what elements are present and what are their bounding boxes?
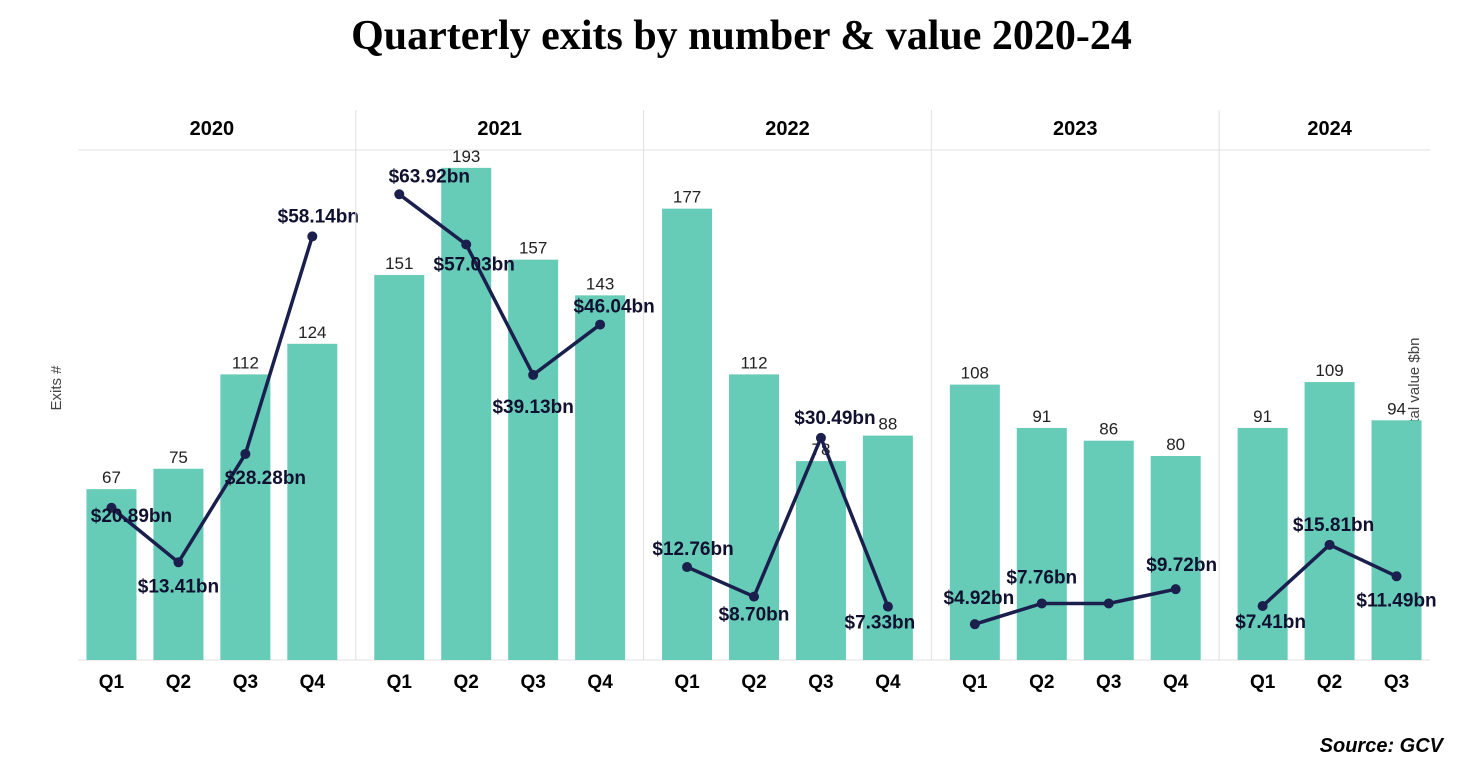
value-label: $20.89bn [91, 506, 172, 527]
value-label: $28.28bn [225, 468, 306, 489]
value-line [687, 438, 888, 607]
value-marker [749, 592, 759, 602]
value-label: $12.76bn [652, 539, 733, 560]
bar-value-label: 67 [102, 468, 121, 487]
bar [374, 275, 424, 660]
year-label: 2023 [1053, 118, 1098, 140]
chart-svg: 2020 67 Q1 75 Q2 112 Q3 124 Q4 $20.89bn $13.41bn $2… [0, 0, 1483, 776]
bar-value-label: 177 [673, 188, 701, 207]
value-marker [1258, 601, 1268, 611]
bar-value-label: 75 [169, 448, 188, 467]
bar-value-label: 112 [232, 353, 259, 372]
quarter-label: Q4 [587, 672, 613, 693]
year-label: 2022 [765, 118, 810, 140]
bar [287, 344, 337, 660]
quarter-label: Q3 [233, 672, 258, 693]
value-label: $46.04bn [573, 297, 654, 318]
bar-value-label: 157 [519, 239, 547, 258]
year-label: 2021 [477, 118, 522, 140]
bar-value-label: 86 [1099, 420, 1118, 439]
bar-value-label: 91 [1032, 407, 1051, 426]
bar [1017, 428, 1067, 660]
quarter-label: Q4 [300, 672, 326, 693]
year-label: 2020 [190, 118, 235, 140]
bar [662, 209, 712, 660]
value-marker [595, 320, 605, 330]
value-label: $7.33bn [845, 613, 916, 634]
year-label: 2024 [1307, 118, 1352, 140]
quarter-label: Q3 [520, 672, 545, 693]
value-marker [307, 231, 317, 241]
bar-value-label: 94 [1387, 399, 1406, 418]
value-marker [970, 619, 980, 629]
value-label: $9.72bn [1146, 555, 1217, 576]
quarter-label: Q3 [1096, 672, 1121, 693]
value-label: $63.92bn [389, 166, 470, 187]
value-marker [240, 449, 250, 459]
value-label: $7.76bn [1006, 567, 1077, 588]
chart-source: Source: GCV [1320, 735, 1443, 758]
value-marker [461, 239, 471, 249]
value-label: $15.81bn [1293, 515, 1374, 536]
quarter-label: Q2 [454, 672, 479, 693]
value-marker [1037, 598, 1047, 608]
value-marker [394, 189, 404, 199]
chart-container: Quarterly exits by number & value 2020-2… [0, 0, 1483, 776]
quarter-label: Q2 [166, 672, 191, 693]
bar [1372, 420, 1422, 660]
bar-value-label: 143 [586, 274, 614, 293]
bar [1084, 441, 1134, 660]
bar-value-label: 91 [1253, 407, 1272, 426]
value-label: $4.92bn [943, 588, 1014, 609]
value-label: $57.03bn [434, 254, 515, 275]
value-label: $13.41bn [138, 576, 219, 597]
value-label: $30.49bn [794, 408, 875, 429]
value-marker [682, 562, 692, 572]
bar-value-label: 80 [1166, 435, 1185, 454]
bar-value-label: 193 [452, 147, 480, 166]
quarter-label: Q4 [1163, 672, 1189, 693]
quarter-label: Q1 [962, 672, 988, 693]
bar-value-label: 88 [878, 415, 897, 434]
bar-value-label: 112 [740, 353, 767, 372]
value-marker [528, 370, 538, 380]
bar-value-label: 124 [298, 323, 326, 342]
quarter-label: Q1 [1250, 672, 1276, 693]
value-label: $7.41bn [1235, 612, 1306, 633]
bar-value-label: 151 [385, 254, 413, 273]
value-label: $8.70bn [719, 605, 790, 626]
quarter-label: Q4 [875, 672, 901, 693]
value-marker [1104, 598, 1114, 608]
bar-value-label: 108 [961, 364, 989, 383]
quarter-label: Q2 [1317, 672, 1342, 693]
bar [220, 374, 270, 660]
value-marker [173, 557, 183, 567]
bar-value-label: 109 [1315, 361, 1343, 380]
bar [508, 260, 558, 660]
value-marker [816, 433, 826, 443]
quarter-label: Q2 [1029, 672, 1054, 693]
bar [575, 295, 625, 660]
quarter-label: Q1 [387, 672, 413, 693]
value-label: $39.13bn [492, 397, 573, 418]
quarter-label: Q1 [674, 672, 700, 693]
quarter-label: Q3 [1384, 672, 1409, 693]
quarter-label: Q2 [741, 672, 766, 693]
bar [796, 461, 846, 660]
value-label: $11.49bn [1356, 590, 1436, 611]
value-marker [883, 602, 893, 612]
value-line [399, 194, 600, 375]
quarter-label: Q1 [99, 672, 125, 693]
value-label: $58.14bn [278, 206, 359, 227]
value-marker [1171, 584, 1181, 594]
value-marker [1392, 571, 1402, 581]
value-marker [1325, 540, 1335, 550]
quarter-label: Q3 [808, 672, 833, 693]
